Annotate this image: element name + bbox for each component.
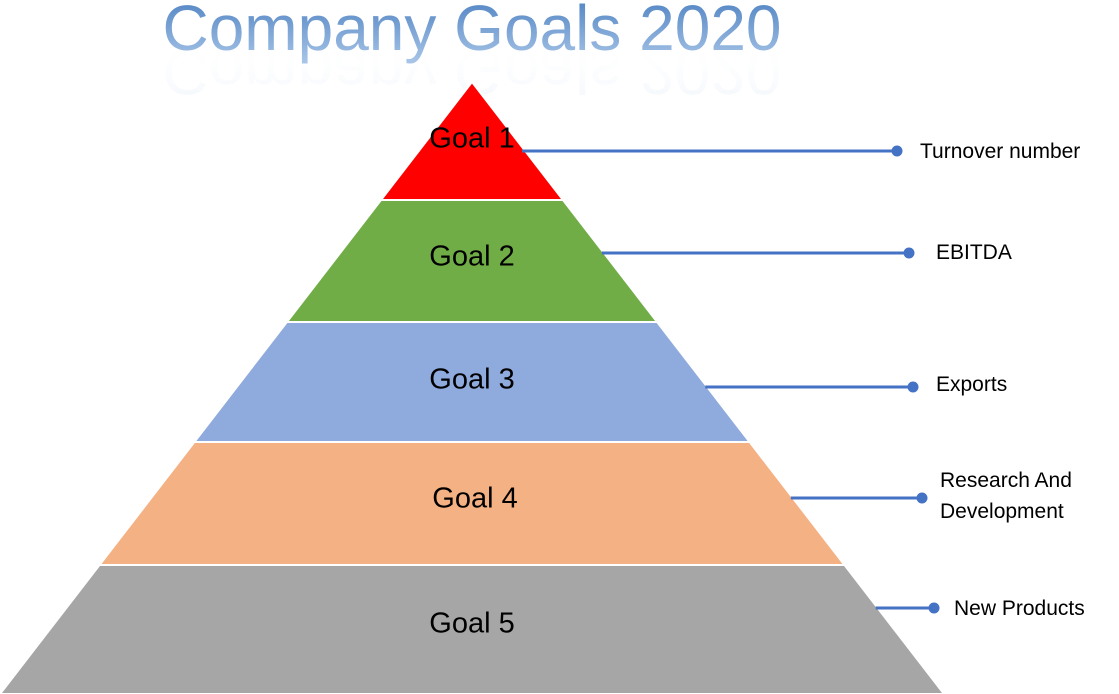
annotation-text-3: Exports	[936, 373, 1007, 396]
connector-dot-3	[907, 381, 919, 393]
pyramid-level-label-1: Goal 1	[429, 123, 514, 155]
connector-dot-5	[928, 602, 940, 614]
connector-dot-2	[903, 247, 915, 259]
annotation-text-2: EBITDA	[936, 241, 1012, 264]
pyramid-level-5	[0, 564, 946, 694]
annotation-text-4: Development	[940, 500, 1064, 523]
annotation-text-1: Turnover number	[920, 140, 1080, 163]
connector-dot-1	[891, 145, 903, 157]
page-title: Company Goals 2020	[162, 0, 781, 64]
connector-dot-4	[916, 492, 928, 504]
pyramid-level-label-5: Goal 5	[429, 608, 514, 640]
title-area: Company Goals 2020 Company Goals 2020	[162, 0, 781, 95]
pyramid-level-label-4: Goal 4	[432, 483, 517, 515]
annotation-text-5: New Products	[954, 597, 1085, 620]
annotation-text-4: Research And	[940, 469, 1072, 492]
pyramid-level-label-3: Goal 3	[429, 364, 514, 396]
pyramid-level-label-2: Goal 2	[429, 241, 514, 273]
